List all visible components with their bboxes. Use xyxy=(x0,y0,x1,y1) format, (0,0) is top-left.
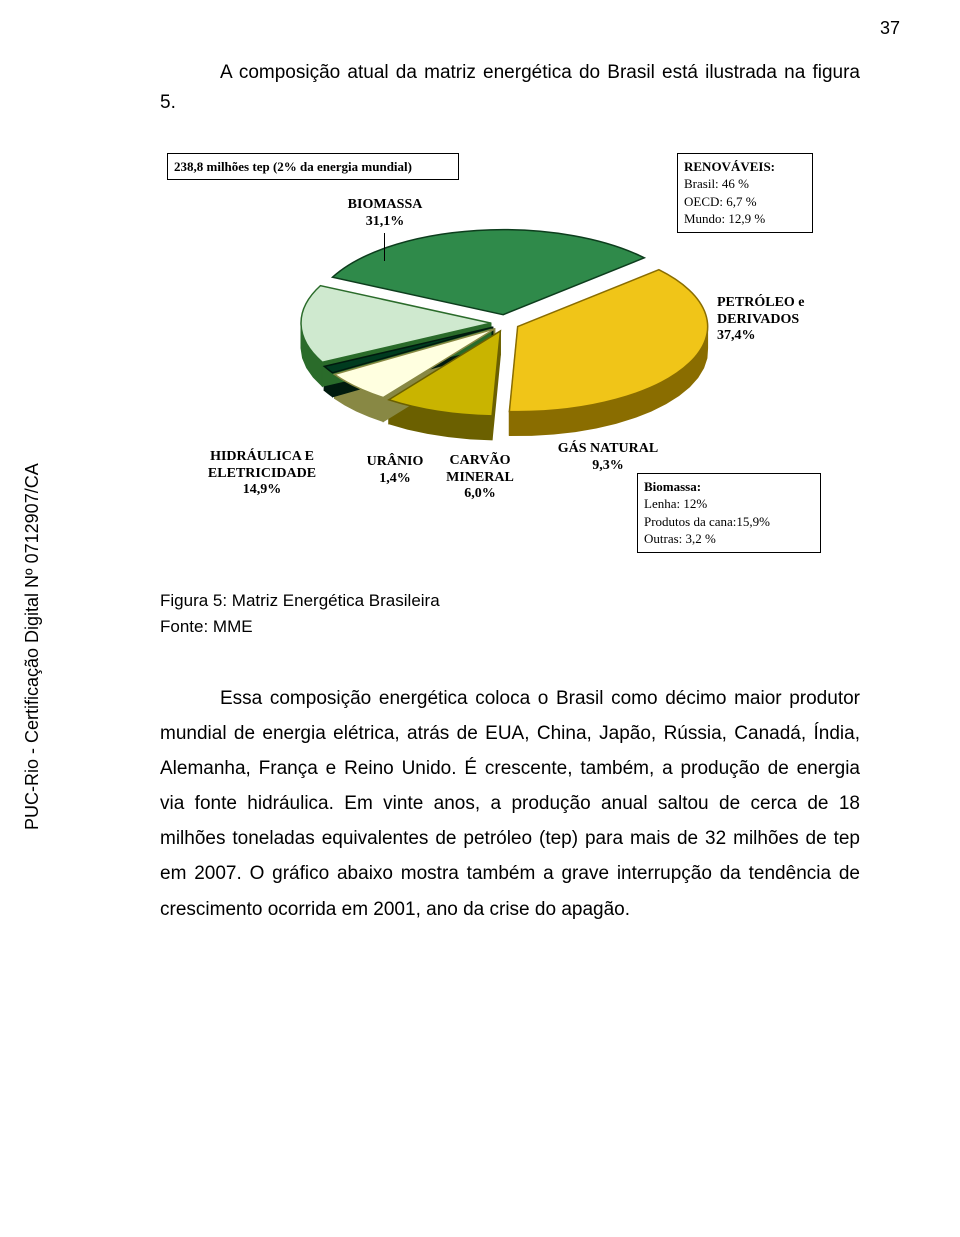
label-biomassa-name: BIOMASSA xyxy=(335,197,435,214)
label-hidraulica-name: HIDRÁULICA E xyxy=(197,449,327,466)
label-gas: GÁS NATURAL 9,3% xyxy=(543,441,673,475)
label-hidraulica: HIDRÁULICA E ELETRICIDADE 14,9% xyxy=(197,449,327,499)
title-box: 238,8 milhões tep (2% da energia mundial… xyxy=(167,153,459,181)
renewables-l2: OECD: 6,7 % xyxy=(684,193,806,211)
label-gas-name: GÁS NATURAL xyxy=(543,441,673,458)
label-uranio-name: URÂNIO xyxy=(355,454,435,471)
label-petroleo: PETRÓLEO e DERIVADOS 37,4% xyxy=(717,295,837,345)
label-hidraulica-value: 14,9% xyxy=(197,482,327,499)
renewables-box: RENOVÁVEIS: Brasil: 46 % OECD: 6,7 % Mun… xyxy=(677,153,813,233)
biomass-title: Biomassa: xyxy=(644,478,814,496)
leader-biomassa xyxy=(384,233,385,261)
label-petroleo-value: 37,4% xyxy=(717,328,837,345)
biomass-l3: Outras: 3,2 % xyxy=(644,530,814,548)
page-number: 37 xyxy=(880,18,900,39)
label-gas-value: 9,3% xyxy=(543,458,673,475)
label-carvao-name2: MINERAL xyxy=(435,470,525,487)
label-carvao-name: CARVÃO xyxy=(435,453,525,470)
label-carvao: CARVÃO MINERAL 6,0% xyxy=(435,453,525,503)
renewables-title: RENOVÁVEIS: xyxy=(684,158,806,176)
label-petroleo-name2: DERIVADOS xyxy=(717,312,837,329)
label-carvao-value: 6,0% xyxy=(435,486,525,503)
biomass-l2: Produtos da cana:15,9% xyxy=(644,513,814,531)
body-paragraph: Essa composição energética coloca o Bras… xyxy=(160,681,860,927)
label-uranio-value: 1,4% xyxy=(355,471,435,488)
biomass-box: Biomassa: Lenha: 12% Produtos da cana:15… xyxy=(637,473,821,553)
renewables-l1: Brasil: 46 % xyxy=(684,175,806,193)
figure-source: Fonte: MME xyxy=(160,617,860,637)
biomass-l1: Lenha: 12% xyxy=(644,495,814,513)
intro-paragraph: A composição atual da matriz energética … xyxy=(160,58,860,119)
label-petroleo-name: PETRÓLEO e xyxy=(717,295,837,312)
label-biomassa-value: 31,1% xyxy=(335,214,435,231)
figure-wrap: 238,8 milhões tep (2% da energia mundial… xyxy=(165,153,855,583)
label-uranio: URÂNIO 1,4% xyxy=(355,454,435,488)
watermark: PUC-Rio - Certificação Digital Nº 071290… xyxy=(22,463,43,830)
page: 37 PUC-Rio - Certificação Digital Nº 071… xyxy=(0,0,960,1237)
label-biomassa: BIOMASSA 31,1% xyxy=(335,197,435,231)
label-hidraulica-name2: ELETRICIDADE xyxy=(197,466,327,483)
figure-caption: Figura 5: Matriz Energética Brasileira xyxy=(160,591,860,611)
renewables-l3: Mundo: 12,9 % xyxy=(684,210,806,228)
